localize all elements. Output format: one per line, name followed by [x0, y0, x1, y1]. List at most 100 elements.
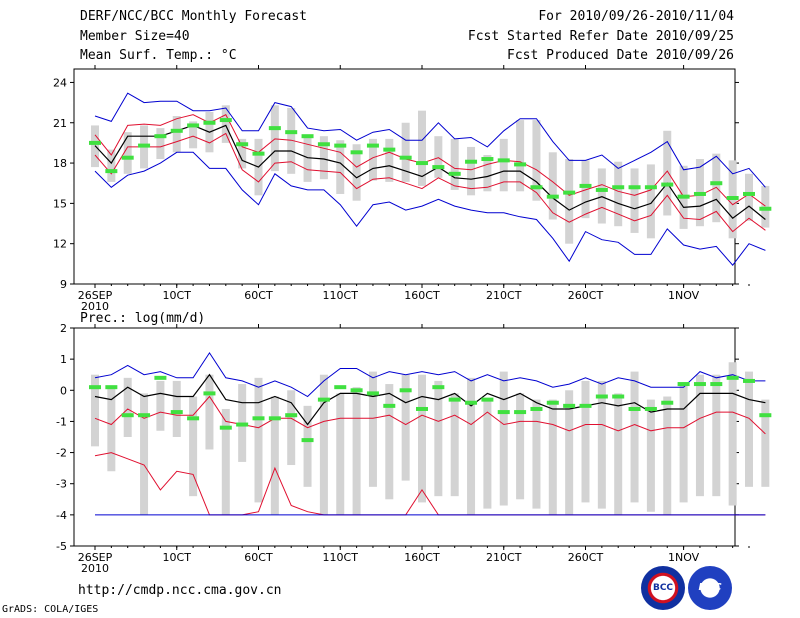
prec-line-ensemble-mean	[94, 373, 766, 426]
temp-marker	[595, 187, 608, 192]
prec-line-mean-spread	[94, 351, 766, 398]
temp-marker	[579, 183, 592, 188]
prec-marker	[170, 410, 183, 415]
prec-marker	[530, 406, 543, 411]
prec-marker	[628, 406, 641, 411]
temp-spread-box	[336, 140, 345, 194]
precip-panel-title: Prec.: log(mm/d)	[80, 311, 206, 326]
prec-marker	[563, 403, 576, 408]
temp-marker	[301, 134, 314, 139]
prec-spread-box	[646, 399, 655, 512]
prec-y-tick-label: 0	[60, 384, 67, 397]
temp-spread-box	[663, 130, 672, 216]
prec-y-tick-label: -1	[56, 415, 67, 428]
prec-y-tick-label: 2	[60, 322, 67, 335]
prec-marker	[121, 413, 134, 418]
prec-x-tick-label: 60CT	[244, 551, 273, 564]
prec-marker	[203, 391, 216, 396]
temp-marker	[350, 150, 363, 155]
prec-x-tick-label: 10CT	[163, 551, 192, 564]
temp-marker	[644, 185, 657, 190]
temp-spread-box	[434, 136, 443, 178]
temp-spread-box	[614, 161, 623, 227]
prec-marker	[301, 438, 314, 443]
prec-marker	[252, 416, 265, 421]
prec-spread-box	[728, 362, 737, 506]
temp-spread-box	[352, 144, 361, 201]
temp-spread-box	[745, 173, 753, 221]
temp-spread-box	[401, 122, 410, 182]
temp-spread-box	[368, 138, 377, 181]
prec-x-tick-label: 110CT	[323, 551, 359, 564]
ncc-logo: NCC	[688, 566, 732, 610]
temp-x-tick-label: 60CT	[244, 289, 273, 302]
temp-spread-box	[565, 159, 574, 244]
temp-marker	[89, 140, 101, 145]
prec-marker	[710, 382, 723, 387]
temp-spread-box	[172, 116, 181, 153]
prec-marker	[366, 391, 379, 396]
prec-x-tick-label: 1NOV	[668, 551, 700, 564]
prec-line-mean-spread	[94, 395, 766, 435]
prec-marker	[465, 400, 478, 405]
bcc-logo: BCC	[641, 566, 685, 610]
prec-spread-box	[368, 371, 377, 487]
temp-marker	[546, 194, 559, 199]
temp-marker	[448, 171, 461, 176]
prec-spread-box	[499, 371, 508, 506]
prec-marker	[759, 413, 772, 418]
prec-marker	[677, 382, 690, 387]
temp-spread-box	[221, 105, 230, 143]
footer-url[interactable]: http://cmdp.ncc.cma.gov.cn	[78, 583, 282, 598]
temp-marker	[710, 181, 723, 186]
prec-spread-box	[630, 371, 639, 503]
chart-title: DERF/NCC/BCC Monthly Forecast	[80, 9, 307, 24]
temp-marker	[693, 191, 706, 196]
temp-marker	[677, 194, 690, 199]
temp-line-lower-envelope	[94, 151, 766, 266]
prec-spread-box	[548, 399, 557, 515]
temp-marker	[726, 196, 739, 200]
temp-marker	[154, 134, 167, 139]
prec-spread-box	[532, 399, 541, 509]
temp-y-tick-label: 24	[53, 76, 67, 89]
prec-y-tick-label: -5	[56, 540, 67, 553]
temp-x-tick-label: 26SEP	[78, 289, 113, 302]
prec-spread-box	[303, 405, 312, 487]
prec-x-tick-label: 260CT	[568, 551, 604, 564]
prec-marker	[89, 385, 101, 390]
prec-marker	[579, 403, 592, 408]
prec-spread-box	[91, 374, 99, 447]
temp-spread-box	[238, 138, 247, 169]
prec-marker	[187, 416, 200, 421]
prec-spread-box	[123, 377, 132, 437]
member-size: Member Size=40	[80, 29, 190, 44]
temp-spread-box	[630, 168, 639, 233]
prec-x-tick-label: 210CT	[486, 551, 522, 564]
prec-marker	[644, 406, 657, 411]
prec-spread-box	[597, 380, 606, 509]
temp-marker	[317, 142, 330, 147]
prec-y-tick-label: -3	[56, 478, 67, 491]
prec-marker	[219, 425, 232, 430]
temp-spread-box	[156, 128, 165, 160]
temp-marker	[187, 123, 200, 128]
temp-marker	[563, 190, 576, 195]
prec-marker	[236, 422, 249, 427]
temp-x-tick-label: 260CT	[568, 289, 604, 302]
temp-spread-box	[467, 146, 476, 196]
temp-y-tick-label: 21	[53, 117, 67, 130]
temp-spread-box	[303, 137, 312, 182]
temp-x-tick-label: 110CT	[323, 289, 359, 302]
prec-marker	[726, 375, 739, 380]
temp-marker	[497, 158, 510, 163]
prec-marker	[285, 413, 298, 418]
prec-spread-box	[434, 380, 443, 497]
temp-y-tick-label: 9	[60, 278, 67, 291]
prec-marker	[105, 385, 118, 390]
prec-x-tick-label: 26SEP	[78, 551, 113, 564]
temp-spread-box	[287, 107, 296, 174]
prec-marker	[350, 388, 363, 393]
temp-spread-box	[319, 136, 328, 180]
